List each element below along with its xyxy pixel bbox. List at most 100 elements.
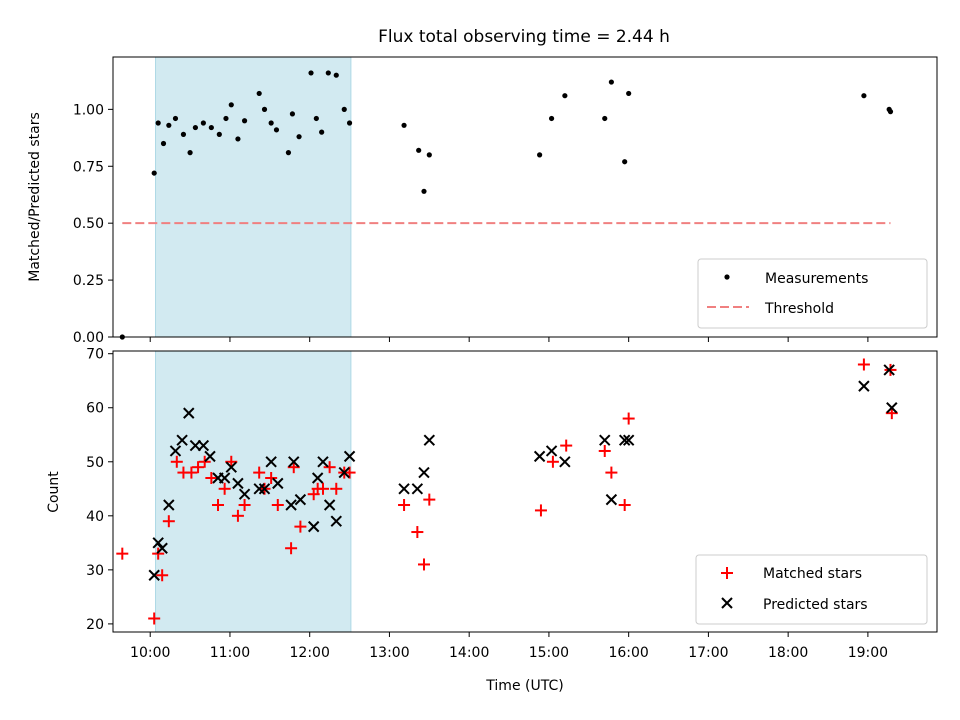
top-y-axis-label: Matched/Predicted stars bbox=[27, 112, 43, 282]
legend-label-measurements: Measurements bbox=[765, 271, 868, 287]
matched-point-7 bbox=[185, 466, 198, 479]
matched-point-40 bbox=[622, 412, 635, 425]
measurement-point-26 bbox=[325, 70, 331, 76]
bottom-plot-frame bbox=[112, 350, 938, 633]
predicted-point-19 bbox=[285, 499, 297, 511]
legend-label-threshold: Threshold bbox=[764, 301, 834, 317]
predicted-point-9 bbox=[204, 450, 216, 463]
predicted-point-17 bbox=[265, 456, 277, 468]
legend-marker-matched bbox=[721, 567, 733, 579]
predicted-point-35 bbox=[559, 456, 571, 468]
y-tick-label-2: 0.50 bbox=[73, 216, 104, 232]
measurement-point-34 bbox=[537, 152, 543, 158]
matched-point-31 bbox=[411, 526, 424, 539]
x-tick-label-6: 16:00 bbox=[608, 645, 648, 661]
matched-point-38 bbox=[605, 466, 618, 479]
top-legend: Measurements Threshold bbox=[697, 258, 928, 329]
measurement-point-38 bbox=[608, 79, 614, 85]
measurement-point-13 bbox=[228, 102, 234, 108]
matched-point-3 bbox=[156, 569, 169, 582]
y-tick-label-2: 40 bbox=[86, 509, 104, 525]
predicted-point-41 bbox=[883, 364, 895, 376]
measurement-point-15 bbox=[241, 118, 248, 124]
predicted-point-2 bbox=[156, 542, 168, 554]
measurement-point-32 bbox=[421, 188, 427, 194]
measurement-point-27 bbox=[333, 72, 339, 78]
matched-point-4 bbox=[162, 515, 175, 528]
x-axis-label: Time (UTC) bbox=[485, 678, 563, 694]
matched-point-2 bbox=[152, 547, 165, 560]
measurement-point-19 bbox=[273, 127, 280, 133]
predicted-point-3 bbox=[163, 499, 175, 511]
matched-point-9 bbox=[198, 455, 211, 468]
measurement-point-14 bbox=[235, 136, 241, 142]
measurement-point-20 bbox=[285, 150, 292, 156]
predicted-point-4 bbox=[169, 445, 182, 457]
matched-point-16 bbox=[253, 466, 266, 479]
matched-point-12 bbox=[218, 482, 231, 495]
matched-point-15 bbox=[238, 499, 251, 512]
measurement-point-21 bbox=[289, 111, 296, 117]
matched-point-27 bbox=[330, 482, 343, 495]
predicted-point-42 bbox=[886, 402, 898, 414]
bottom-legend: Matched stars Predicted stars bbox=[695, 554, 928, 625]
predicted-point-24 bbox=[317, 456, 329, 468]
matched-point-33 bbox=[423, 493, 436, 506]
measurement-point-43 bbox=[887, 109, 894, 115]
legend-label-predicted: Predicted stars bbox=[763, 597, 868, 613]
measurement-point-39 bbox=[622, 159, 628, 165]
bottom-shaded-span bbox=[155, 350, 352, 633]
legend-label-matched: Matched stars bbox=[763, 566, 862, 582]
matched-point-11 bbox=[211, 499, 224, 512]
y-tick-label-1: 0.25 bbox=[73, 273, 104, 289]
measurement-point-33 bbox=[426, 152, 432, 158]
top-plot-frame bbox=[112, 56, 938, 338]
measurement-point-25 bbox=[319, 129, 325, 135]
y-tick-label-5: 70 bbox=[86, 347, 104, 363]
measurement-point-28 bbox=[341, 106, 347, 112]
matched-point-41 bbox=[857, 358, 870, 371]
measurement-point-1 bbox=[151, 170, 157, 176]
matched-point-22 bbox=[294, 520, 307, 533]
predicted-point-39 bbox=[622, 434, 635, 446]
y-tick-label-0: 0.00 bbox=[73, 330, 104, 346]
predicted-point-0 bbox=[148, 569, 160, 581]
measurement-point-2 bbox=[155, 120, 161, 126]
predicted-point-37 bbox=[605, 493, 618, 506]
measurement-point-40 bbox=[626, 90, 632, 97]
predicted-point-30 bbox=[411, 483, 424, 495]
x-tick-label-4: 14:00 bbox=[449, 645, 489, 661]
matched-point-8 bbox=[192, 461, 205, 474]
measurement-point-6 bbox=[180, 131, 187, 137]
predicted-point-8 bbox=[197, 439, 210, 452]
x-tick-label-7: 17:00 bbox=[688, 645, 728, 661]
x-tick-label-3: 13:00 bbox=[369, 645, 409, 661]
y-tick-label-0: 20 bbox=[86, 617, 104, 633]
predicted-point-40 bbox=[858, 380, 870, 392]
predicted-point-31 bbox=[418, 466, 430, 479]
matched-point-32 bbox=[417, 558, 430, 571]
measurement-point-36 bbox=[562, 93, 568, 99]
y-tick-label-1: 30 bbox=[86, 563, 104, 579]
top-points bbox=[119, 70, 894, 340]
bottom-legend-frame bbox=[695, 554, 928, 625]
measurement-point-3 bbox=[160, 140, 167, 147]
predicted-point-5 bbox=[176, 434, 188, 446]
matched-point-14 bbox=[231, 509, 244, 522]
x-tick-label-8: 18:00 bbox=[768, 645, 808, 661]
measurement-point-4 bbox=[166, 122, 172, 128]
measurement-point-24 bbox=[313, 115, 319, 122]
predicted-point-14 bbox=[238, 488, 251, 500]
measurement-point-18 bbox=[268, 120, 274, 126]
predicted-point-36 bbox=[599, 434, 611, 446]
x-tick-label-2: 12:00 bbox=[290, 645, 330, 661]
bottom-y-ticks: 20 30 40 50 60 70 bbox=[86, 347, 113, 633]
matched-point-26 bbox=[323, 461, 336, 474]
measurement-point-22 bbox=[296, 134, 302, 140]
predicted-point-32 bbox=[423, 434, 436, 446]
predicted-point-13 bbox=[232, 477, 244, 490]
predicted-point-29 bbox=[398, 483, 410, 495]
matched-point-25 bbox=[316, 482, 329, 495]
matched-point-10 bbox=[205, 471, 218, 484]
x-tick-label-9: 19:00 bbox=[848, 645, 888, 661]
